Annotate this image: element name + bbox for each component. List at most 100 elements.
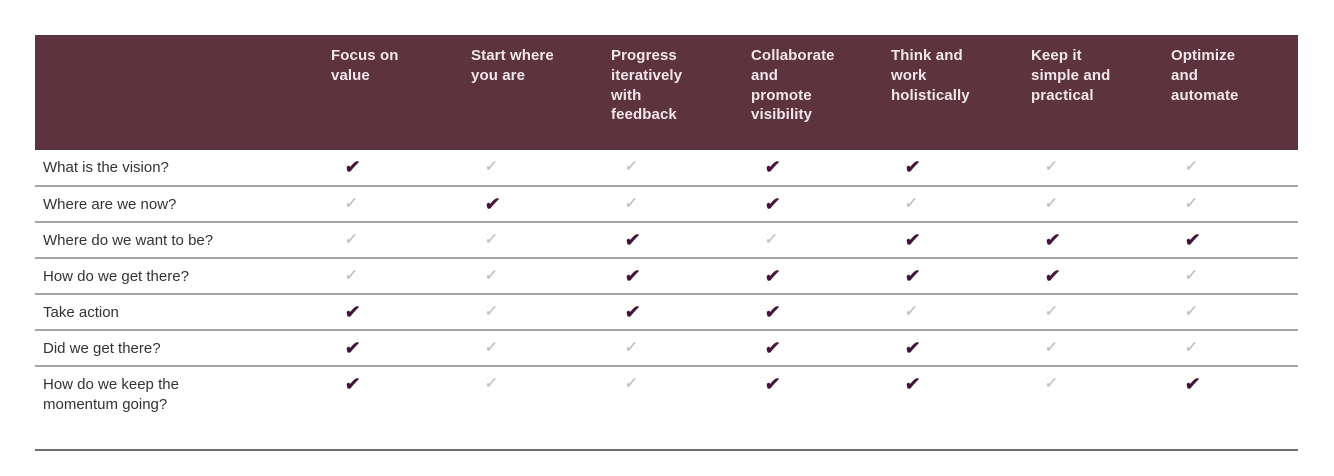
- check-cell: ✓: [738, 221, 878, 258]
- check-icon-strong: ✔: [1043, 266, 1062, 286]
- check-icon-muted: ✓: [1044, 158, 1059, 175]
- check-icon-muted: ✓: [484, 375, 499, 392]
- check-cell: ✓: [598, 150, 738, 186]
- check-icon-muted: ✓: [344, 195, 359, 212]
- check-cell: ✓: [1158, 150, 1298, 186]
- check-icon-strong: ✔: [903, 230, 922, 250]
- check-icon-muted: ✓: [1184, 303, 1199, 320]
- check-cell: ✓: [458, 257, 598, 294]
- check-cell: ✔: [878, 150, 1018, 186]
- check-cell: ✔: [738, 329, 878, 366]
- check-icon-muted: ✓: [1044, 303, 1059, 320]
- row-label: How do we get there?: [35, 257, 318, 294]
- table-row: How do we get there? ✓ ✓ ✔ ✔ ✔ ✔ ✓: [35, 257, 1298, 294]
- check-cell: ✔: [598, 293, 738, 330]
- check-cell: ✓: [458, 293, 598, 330]
- column-header-think-work-holistically: Think and work holistically: [878, 35, 1018, 150]
- guiding-principles-matrix: Focus on value Start where you are Progr…: [35, 35, 1298, 451]
- check-cell: ✔: [1158, 221, 1298, 258]
- column-header-focus-on-value: Focus on value: [318, 35, 458, 150]
- check-cell: ✔: [878, 329, 1018, 366]
- check-icon-strong: ✔: [343, 302, 362, 322]
- check-cell: ✔: [878, 257, 1018, 294]
- check-cell: ✔: [598, 257, 738, 294]
- check-icon-muted: ✓: [764, 231, 779, 248]
- check-icon-muted: ✓: [344, 267, 359, 284]
- check-icon-strong: ✔: [623, 302, 642, 322]
- check-icon-muted: ✓: [484, 158, 499, 175]
- check-icon-muted: ✓: [1184, 339, 1199, 356]
- check-icon-strong: ✔: [1183, 230, 1202, 250]
- check-cell: ✓: [1158, 185, 1298, 222]
- check-cell: ✓: [1158, 293, 1298, 330]
- check-icon-strong: ✔: [903, 338, 922, 358]
- check-icon-muted: ✓: [1044, 195, 1059, 212]
- check-icon-muted: ✓: [344, 231, 359, 248]
- header-row: Focus on value Start where you are Progr…: [35, 35, 1298, 150]
- check-cell: ✔: [598, 221, 738, 258]
- row-label: How do we keep the momentum going?: [35, 365, 318, 451]
- check-icon-muted: ✓: [1044, 375, 1059, 392]
- check-cell: ✔: [738, 185, 878, 222]
- check-icon-muted: ✓: [1184, 158, 1199, 175]
- table-body: What is the vision? ✔ ✓ ✓ ✔ ✔ ✓ ✓ Where are we n…: [35, 150, 1298, 451]
- check-cell: ✔: [878, 365, 1018, 451]
- check-icon-strong: ✔: [763, 338, 782, 358]
- check-icon-muted: ✓: [624, 158, 639, 175]
- check-cell: ✔: [1158, 365, 1298, 451]
- check-icon-strong: ✔: [903, 157, 922, 177]
- row-label: Where are we now?: [35, 185, 318, 222]
- check-icon-strong: ✔: [343, 157, 362, 177]
- check-icon-muted: ✓: [624, 375, 639, 392]
- check-icon-muted: ✓: [1044, 339, 1059, 356]
- check-icon-strong: ✔: [623, 230, 642, 250]
- check-cell: ✓: [1018, 329, 1158, 366]
- check-cell: ✓: [458, 221, 598, 258]
- column-header-progress-iteratively: Progress iteratively with feedback: [598, 35, 738, 150]
- check-icon-strong: ✔: [343, 374, 362, 394]
- row-label: Take action: [35, 293, 318, 330]
- check-cell: ✔: [878, 221, 1018, 258]
- check-cell: ✔: [318, 150, 458, 186]
- check-icon-muted: ✓: [904, 195, 919, 212]
- check-icon-strong: ✔: [483, 194, 502, 214]
- check-cell: ✔: [318, 293, 458, 330]
- check-cell: ✓: [1018, 293, 1158, 330]
- check-icon-muted: ✓: [904, 303, 919, 320]
- table-row: Take action ✔ ✓ ✔ ✔ ✓ ✓ ✓: [35, 293, 1298, 330]
- check-cell: ✓: [1018, 365, 1158, 451]
- check-icon-muted: ✓: [624, 195, 639, 212]
- check-icon-strong: ✔: [623, 266, 642, 286]
- check-cell: ✓: [1018, 150, 1158, 186]
- check-icon-strong: ✔: [343, 338, 362, 358]
- check-cell: ✓: [878, 185, 1018, 222]
- check-icon-strong: ✔: [763, 302, 782, 322]
- check-cell: ✔: [738, 257, 878, 294]
- check-icon-strong: ✔: [903, 266, 922, 286]
- check-cell: ✔: [1018, 221, 1158, 258]
- check-icon-strong: ✔: [763, 194, 782, 214]
- check-cell: ✔: [1018, 257, 1158, 294]
- column-header-keep-it-simple-practical: Keep it simple and practical: [1018, 35, 1158, 150]
- table-row: Did we get there? ✔ ✓ ✓ ✔ ✔ ✓ ✓: [35, 329, 1298, 366]
- check-cell: ✔: [738, 293, 878, 330]
- check-icon-muted: ✓: [484, 231, 499, 248]
- check-cell: ✓: [1018, 185, 1158, 222]
- check-icon-strong: ✔: [763, 374, 782, 394]
- check-icon-muted: ✓: [484, 267, 499, 284]
- row-label: Did we get there?: [35, 329, 318, 366]
- check-icon-strong: ✔: [903, 374, 922, 394]
- check-icon-muted: ✓: [484, 339, 499, 356]
- table-row: What is the vision? ✔ ✓ ✓ ✔ ✔ ✓ ✓: [35, 150, 1298, 186]
- check-icon-muted: ✓: [1184, 195, 1199, 212]
- column-header-collaborate-promote-visibility: Collaborate and promote visibility: [738, 35, 878, 150]
- check-cell: ✓: [458, 365, 598, 451]
- check-icon-strong: ✔: [1043, 230, 1062, 250]
- check-cell: ✔: [738, 365, 878, 451]
- check-cell: ✔: [318, 329, 458, 366]
- column-header-start-where-you-are: Start where you are: [458, 35, 598, 150]
- check-icon-muted: ✓: [1184, 267, 1199, 284]
- check-cell: ✓: [1158, 257, 1298, 294]
- check-cell: ✓: [318, 221, 458, 258]
